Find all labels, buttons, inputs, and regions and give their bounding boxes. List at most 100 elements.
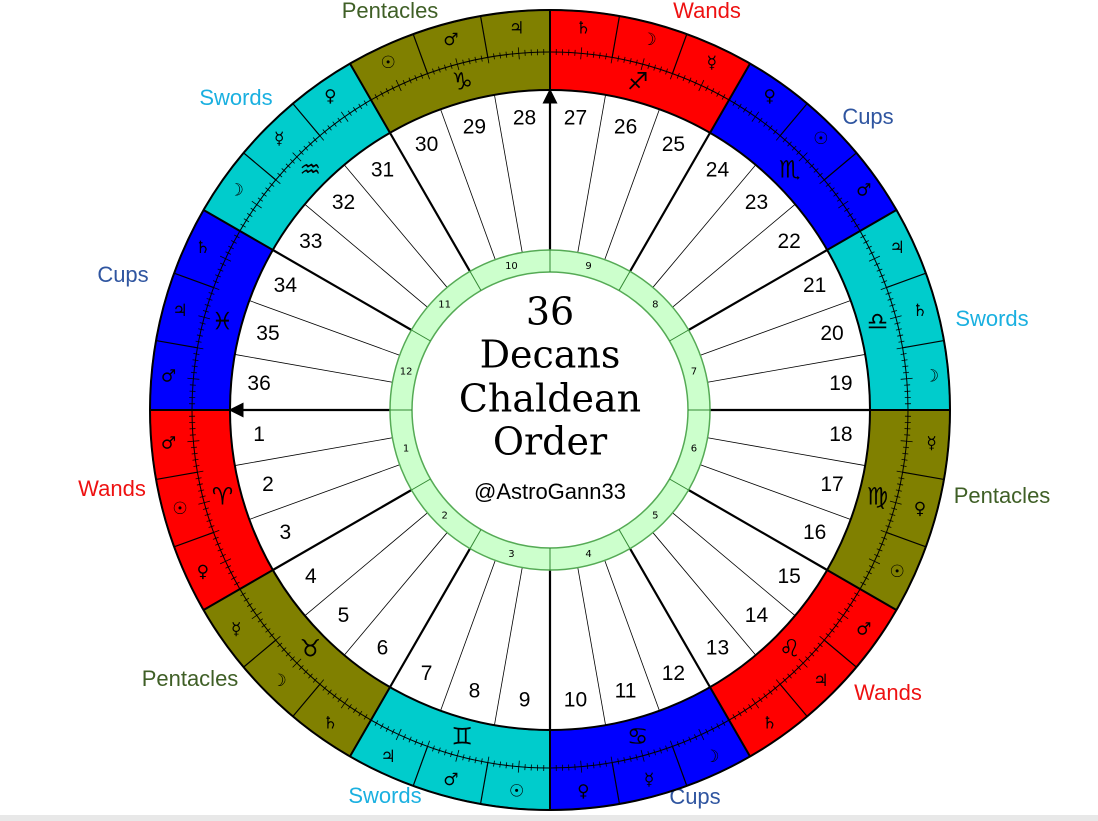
planet-glyph: ☉ bbox=[381, 53, 396, 73]
degree-tick bbox=[868, 558, 881, 565]
degree-tick bbox=[705, 728, 709, 735]
decan-number: 29 bbox=[463, 115, 486, 138]
degree-tick bbox=[198, 328, 205, 331]
degree-tick bbox=[220, 262, 226, 266]
degree-tick bbox=[332, 693, 337, 699]
sign-spoke bbox=[272, 489, 412, 571]
degree-tick bbox=[580, 47, 583, 60]
degree-tick bbox=[199, 322, 206, 325]
planet-glyph: ♄ bbox=[323, 714, 338, 734]
degree-tick bbox=[854, 592, 860, 597]
degree-tick bbox=[721, 720, 726, 726]
degree-tick bbox=[891, 507, 898, 510]
planet-glyph: ☿ bbox=[644, 770, 654, 790]
degree-tick bbox=[347, 704, 352, 710]
degree-tick bbox=[204, 304, 211, 307]
degree-tick bbox=[347, 110, 352, 116]
degree-tick bbox=[676, 741, 680, 748]
degree-tick bbox=[468, 755, 471, 762]
degree-tick bbox=[225, 251, 232, 255]
planet-glyph: ☽ bbox=[272, 671, 287, 691]
degree-tick bbox=[402, 80, 406, 86]
degree-tick bbox=[796, 665, 802, 670]
degree-tick bbox=[798, 152, 808, 162]
degree-tick bbox=[758, 117, 763, 124]
degree-tick bbox=[653, 749, 656, 756]
sign-divider bbox=[349, 686, 391, 757]
house-number: 6 bbox=[691, 444, 697, 455]
degree-tick bbox=[402, 734, 406, 740]
decan-divider bbox=[779, 103, 808, 137]
degree-tick bbox=[257, 618, 264, 623]
planet-glyph: ♂ bbox=[856, 620, 871, 640]
degree-tick bbox=[493, 760, 495, 767]
degree-tick bbox=[499, 52, 501, 59]
degree-tick bbox=[876, 268, 883, 272]
planet-glyph: ♂ bbox=[161, 433, 176, 453]
degree-tick bbox=[586, 763, 589, 770]
sign-glyph: ♎︎ bbox=[867, 307, 889, 335]
decan-number: 5 bbox=[338, 604, 350, 627]
degree-tick bbox=[732, 100, 737, 106]
degree-tick bbox=[337, 696, 342, 703]
suit-label: Swords bbox=[955, 306, 1028, 331]
degree-tick bbox=[337, 117, 342, 124]
decan-number: 6 bbox=[377, 637, 389, 660]
degree-tick bbox=[217, 268, 224, 272]
house-number: 4 bbox=[585, 549, 591, 560]
degree-tick bbox=[206, 519, 213, 522]
degree-tick bbox=[605, 760, 607, 767]
degree-tick bbox=[195, 340, 202, 343]
planet-glyph: ☿ bbox=[231, 620, 241, 640]
degree-tick bbox=[676, 72, 680, 79]
decan-number: 11 bbox=[615, 680, 637, 703]
decan-number: 30 bbox=[415, 133, 438, 156]
degree-tick bbox=[468, 58, 471, 65]
decan-divider bbox=[671, 746, 688, 787]
degree-tick bbox=[196, 483, 203, 486]
degree-tick bbox=[190, 446, 197, 449]
degree-tick bbox=[192, 359, 199, 361]
degree-tick bbox=[269, 182, 275, 187]
decan-number: 9 bbox=[519, 688, 531, 711]
decan-number: 34 bbox=[274, 274, 298, 297]
decan-number: 26 bbox=[614, 115, 637, 138]
decan-divider bbox=[155, 471, 198, 481]
degree-tick bbox=[653, 64, 656, 71]
planet-glyph: ☽ bbox=[704, 747, 719, 767]
planet-glyph: ♃ bbox=[381, 747, 396, 767]
degree-tick bbox=[243, 597, 250, 602]
degree-tick bbox=[897, 334, 904, 337]
degree-tick bbox=[234, 234, 240, 239]
degree-tick bbox=[825, 633, 831, 638]
degree-tick bbox=[432, 745, 435, 752]
degree-tick bbox=[901, 459, 908, 461]
suit-label: Pentacles bbox=[954, 483, 1051, 508]
degree-tick bbox=[659, 747, 662, 754]
degree-tick bbox=[879, 274, 885, 278]
decan-number: 8 bbox=[469, 680, 481, 703]
degree-tick bbox=[868, 251, 875, 255]
decan-number: 17 bbox=[820, 473, 843, 496]
degree-tick bbox=[281, 168, 287, 173]
degree-tick bbox=[450, 751, 453, 758]
decan-spoke bbox=[652, 164, 756, 288]
degree-tick bbox=[617, 55, 620, 62]
degree-tick bbox=[192, 459, 199, 461]
degree-tick bbox=[887, 298, 894, 301]
decan-spoke bbox=[344, 532, 448, 656]
decan-number: 36 bbox=[247, 372, 270, 395]
degree-tick bbox=[505, 762, 508, 769]
house-number: 8 bbox=[652, 300, 658, 311]
degree-tick bbox=[889, 315, 902, 320]
degree-tick bbox=[444, 64, 447, 71]
decan-number: 28 bbox=[513, 107, 536, 130]
degree-tick bbox=[787, 673, 792, 679]
sign-glyph: ♑︎ bbox=[452, 68, 474, 96]
suit-label: Pentacles bbox=[342, 0, 439, 23]
degree-tick bbox=[903, 446, 910, 449]
sign-glyph: ♊︎ bbox=[452, 722, 474, 750]
degree-tick bbox=[220, 554, 226, 558]
planet-glyph: ♄ bbox=[576, 18, 591, 38]
decan-number: 7 bbox=[421, 662, 433, 685]
